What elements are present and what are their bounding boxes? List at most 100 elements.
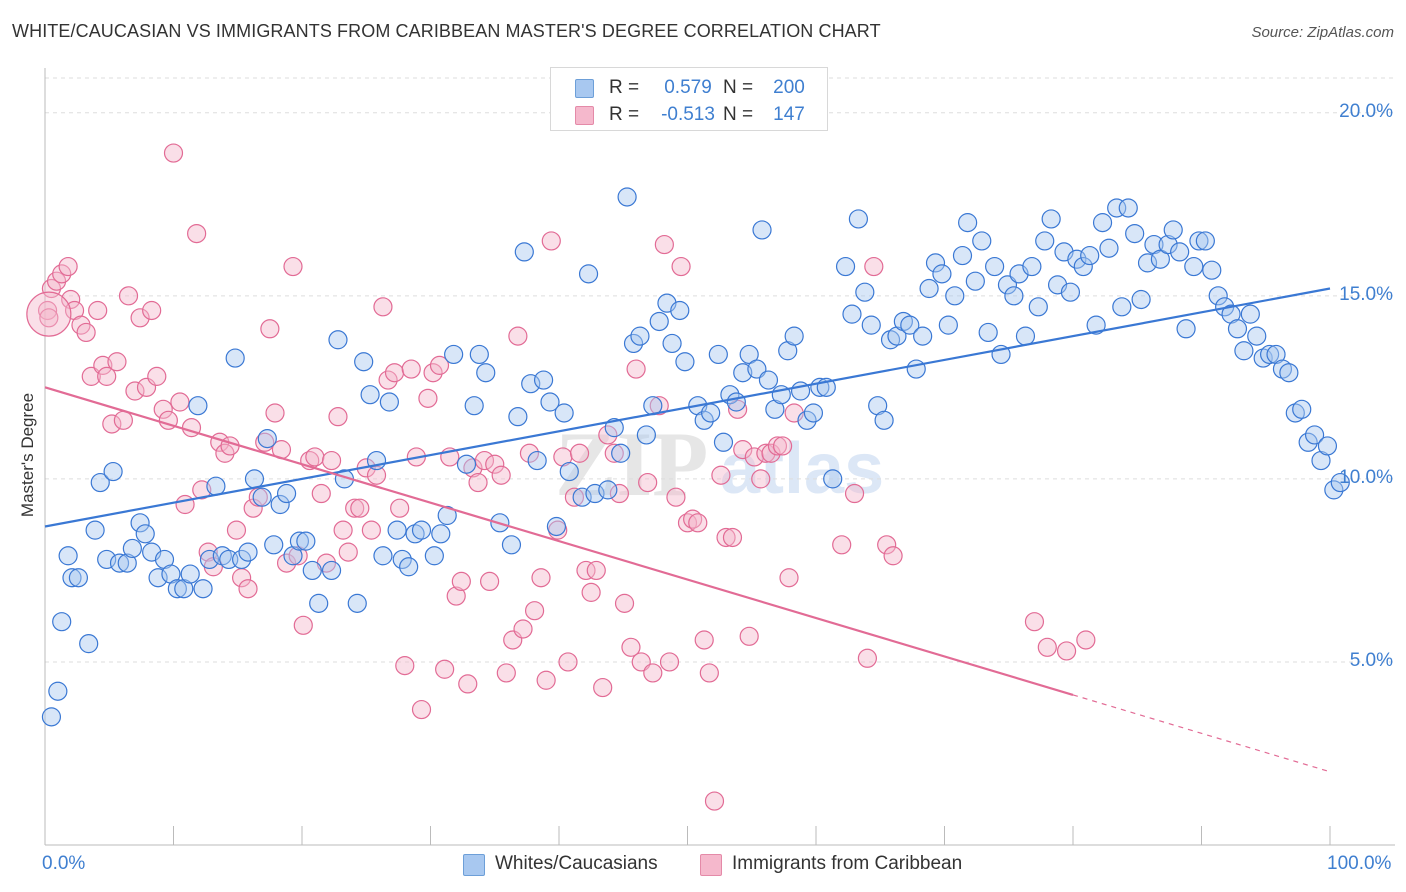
data-point bbox=[153, 399, 173, 419]
data-point bbox=[429, 355, 450, 375]
data-point bbox=[701, 403, 721, 423]
data-point bbox=[276, 553, 297, 573]
data-point bbox=[508, 326, 528, 346]
data-point bbox=[586, 560, 606, 581]
data-point bbox=[1176, 319, 1196, 339]
data-point bbox=[952, 245, 973, 266]
data-point bbox=[913, 326, 933, 346]
data-point bbox=[649, 396, 669, 416]
data-point bbox=[880, 330, 901, 350]
data-point bbox=[1292, 399, 1312, 419]
correlation-legend: R = 0.579 N = 200 R = -0.513 N = 147 bbox=[550, 67, 828, 131]
data-point bbox=[109, 553, 130, 573]
data-point bbox=[244, 469, 265, 489]
data-point bbox=[559, 461, 579, 482]
n-value: 200 bbox=[773, 77, 805, 98]
data-point bbox=[985, 256, 1005, 277]
data-point bbox=[1137, 253, 1158, 273]
data-point bbox=[76, 322, 96, 343]
data-point bbox=[569, 443, 590, 463]
n-label: N = bbox=[723, 77, 754, 98]
data-point bbox=[289, 531, 310, 551]
data-point bbox=[1279, 363, 1299, 383]
data-point bbox=[418, 388, 438, 408]
data-point bbox=[170, 392, 190, 412]
data-point bbox=[469, 344, 489, 365]
data-point bbox=[1247, 326, 1267, 346]
data-point bbox=[1158, 234, 1178, 255]
data-point bbox=[238, 579, 258, 599]
x-tick-label-max: 100.0% bbox=[1327, 853, 1392, 874]
data-point bbox=[1163, 220, 1183, 240]
data-point bbox=[1022, 256, 1042, 277]
data-point bbox=[623, 333, 644, 354]
data-point bbox=[491, 465, 511, 485]
data-point bbox=[220, 436, 240, 456]
data-point bbox=[638, 472, 658, 493]
pink-trend-line bbox=[44, 386, 1074, 696]
data-point bbox=[733, 440, 753, 460]
pink-swatch bbox=[575, 106, 594, 125]
data-point bbox=[1227, 319, 1248, 339]
data-point bbox=[576, 560, 596, 581]
data-point bbox=[328, 330, 348, 350]
data-point bbox=[1125, 223, 1145, 244]
legend-label: Immigrants from Caribbean bbox=[732, 853, 963, 874]
data-point bbox=[270, 494, 290, 515]
data-point bbox=[321, 450, 342, 471]
data-point bbox=[546, 516, 567, 537]
data-point bbox=[1131, 289, 1151, 310]
data-point bbox=[524, 601, 545, 621]
data-point bbox=[540, 392, 560, 412]
data-point bbox=[384, 363, 405, 383]
data-point bbox=[225, 348, 245, 368]
data-point bbox=[708, 344, 728, 365]
data-point bbox=[919, 278, 939, 299]
r-label: R = bbox=[609, 77, 640, 98]
data-point bbox=[1107, 198, 1127, 218]
data-point bbox=[107, 352, 127, 372]
data-point bbox=[405, 524, 425, 544]
data-point bbox=[514, 242, 534, 262]
data-point bbox=[379, 392, 399, 412]
data-point bbox=[321, 560, 342, 581]
data-point bbox=[373, 546, 393, 566]
data-point bbox=[296, 531, 316, 551]
data-point bbox=[855, 282, 875, 302]
data-point bbox=[844, 483, 865, 504]
data-point bbox=[772, 436, 793, 456]
data-point bbox=[113, 410, 133, 430]
data-point bbox=[713, 432, 734, 452]
data-point bbox=[797, 410, 817, 430]
data-point bbox=[654, 234, 674, 255]
data-point bbox=[558, 652, 578, 672]
data-point bbox=[458, 674, 478, 694]
data-point bbox=[803, 403, 824, 423]
data-point-large bbox=[26, 291, 72, 337]
data-point bbox=[1202, 260, 1222, 280]
data-point bbox=[704, 791, 725, 811]
data-point bbox=[103, 461, 123, 482]
data-point bbox=[88, 300, 108, 321]
data-point bbox=[58, 546, 78, 566]
data-point bbox=[508, 407, 528, 427]
data-point bbox=[1041, 209, 1061, 229]
data-point bbox=[1035, 231, 1055, 251]
data-point bbox=[48, 681, 68, 701]
data-point bbox=[142, 300, 162, 321]
data-point bbox=[264, 535, 284, 555]
data-point bbox=[85, 520, 105, 540]
data-point bbox=[598, 480, 618, 500]
data-point bbox=[1073, 256, 1093, 277]
data-point bbox=[1253, 348, 1273, 368]
data-point bbox=[451, 571, 471, 592]
data-point bbox=[97, 366, 117, 386]
data-point bbox=[1189, 231, 1209, 251]
data-point bbox=[531, 568, 551, 588]
data-point bbox=[945, 286, 965, 306]
data-point bbox=[147, 366, 167, 386]
data-point bbox=[1067, 249, 1087, 269]
data-point bbox=[761, 443, 781, 463]
data-point bbox=[1240, 304, 1260, 324]
data-point bbox=[366, 465, 387, 485]
